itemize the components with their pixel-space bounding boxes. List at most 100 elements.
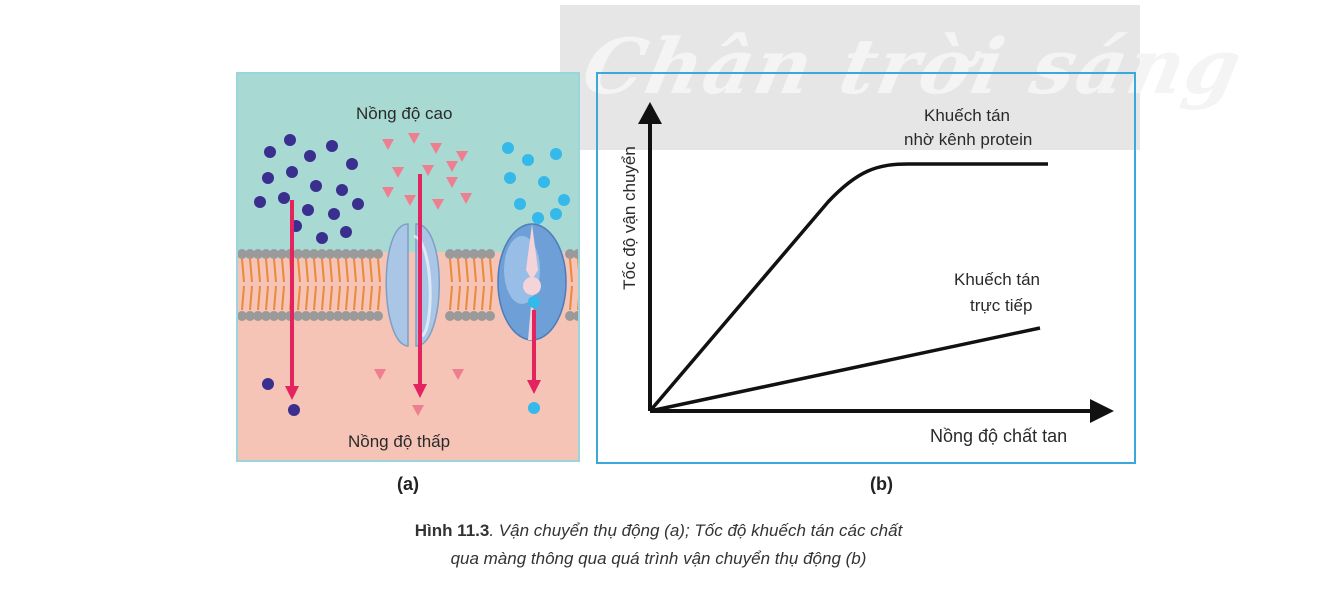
triangle-molecule [412,405,424,416]
light-molecule [550,148,562,160]
high-concentration-label: Nồng độ cao [356,104,453,123]
solute-molecules [254,133,570,416]
lipid-tail [313,258,317,283]
triangle-molecule [422,165,434,176]
dark-molecule [284,134,296,146]
lipid-tail [305,258,309,283]
lipid-tail [281,258,285,283]
light-molecule [528,296,540,308]
lipid-tail [297,258,301,283]
triangle-molecule [430,143,442,154]
lipid-head [365,311,375,321]
lipid-head [573,249,578,259]
lipid-head [325,249,335,259]
carrier-protein [497,223,567,341]
lipid-head [365,249,375,259]
lipid-tail [329,285,333,311]
dark-molecule [328,208,340,220]
dark-molecule [262,378,274,390]
lipid-tail [353,285,357,311]
caption-line-1: Hình 11.3. Vận chuyển thụ động (a); Tốc … [0,518,1317,544]
panel-b-rate-graph: Khuếch tán nhờ kênh protein Khuếch tán t… [596,72,1136,464]
lipid-tail [305,285,309,311]
diffusion-arrow-head [413,384,427,398]
dark-molecule [352,198,364,210]
lipid-head [453,249,463,259]
lipid-tail [337,258,341,283]
x-axis-arrowhead [1090,399,1114,423]
dark-molecule [262,172,274,184]
lipid-head [269,249,279,259]
light-molecule [538,176,550,188]
lipid-tail [265,285,269,311]
lipid-head [461,249,471,259]
lipid-head [453,311,463,321]
lipid-tail [345,285,349,311]
lipid-tail [329,258,333,283]
light-molecule [514,198,526,210]
dark-molecule [264,146,276,158]
lipid-head [445,249,455,259]
panel-a-sublabel: (a) [397,474,419,494]
lipid-tail [377,258,381,283]
lipid-tail [321,258,325,283]
protein-channel-curve [648,162,1048,413]
rate-graph [638,102,1114,423]
lipid-tail [241,258,245,283]
diffusion-arrow-head [285,386,299,400]
lipid-tail [297,285,301,311]
lipid-head [293,311,303,321]
triangle-molecule [408,133,420,144]
lipid-head [565,249,575,259]
dark-molecule [346,158,358,170]
lipid-tail [377,285,381,311]
lipid-head [317,249,327,259]
lipid-tail [257,285,261,311]
lipid-head [245,311,255,321]
triangle-molecule [432,199,444,210]
lipid-tail [257,258,261,283]
dark-molecule [254,196,266,208]
lipid-tail [489,258,493,283]
lipid-head [573,311,578,321]
lipid-tail [353,258,357,283]
lipid-tail [481,285,485,311]
dark-molecule [316,232,328,244]
direct-diffusion-line [649,326,1041,413]
caption-line-2-text: qua màng thông qua quá trình vận chuyển … [450,549,867,568]
lipid-tail [473,285,477,311]
direct-curve-label-2: trực tiếp [970,296,1033,315]
diffusion-arrows [285,174,541,400]
light-molecule [522,154,534,166]
triangle-molecule [452,369,464,380]
lipid-head [469,311,479,321]
low-concentration-label: Nồng độ thấp [348,432,451,451]
lipid-head [269,311,279,321]
light-molecule [558,194,570,206]
lipid-tail [241,285,245,311]
lipid-head [445,311,455,321]
triangle-molecule [446,161,458,172]
lipid-head [309,249,319,259]
lipid-tail [361,285,365,311]
lipid-head [325,311,335,321]
triangle-molecule [456,151,468,162]
lipid-tail [473,258,477,283]
lipid-tail [457,258,461,283]
lipid-tail [465,285,469,311]
light-molecule [550,208,562,220]
light-molecule [532,212,544,224]
membrane-illustration [238,74,578,460]
panel-b-sublabel: (b) [870,474,893,494]
triangle-molecule [382,139,394,150]
y-axis-arrowhead [638,102,662,124]
dark-molecule [278,192,290,204]
diffusion-arrow-head [527,380,541,394]
lipid-tail [249,285,253,311]
lipid-head [238,311,247,321]
lipid-tail [569,285,573,311]
lipid-head [469,249,479,259]
lipid-head [253,249,263,259]
triangle-molecule [374,369,386,380]
dark-molecule [340,226,352,238]
